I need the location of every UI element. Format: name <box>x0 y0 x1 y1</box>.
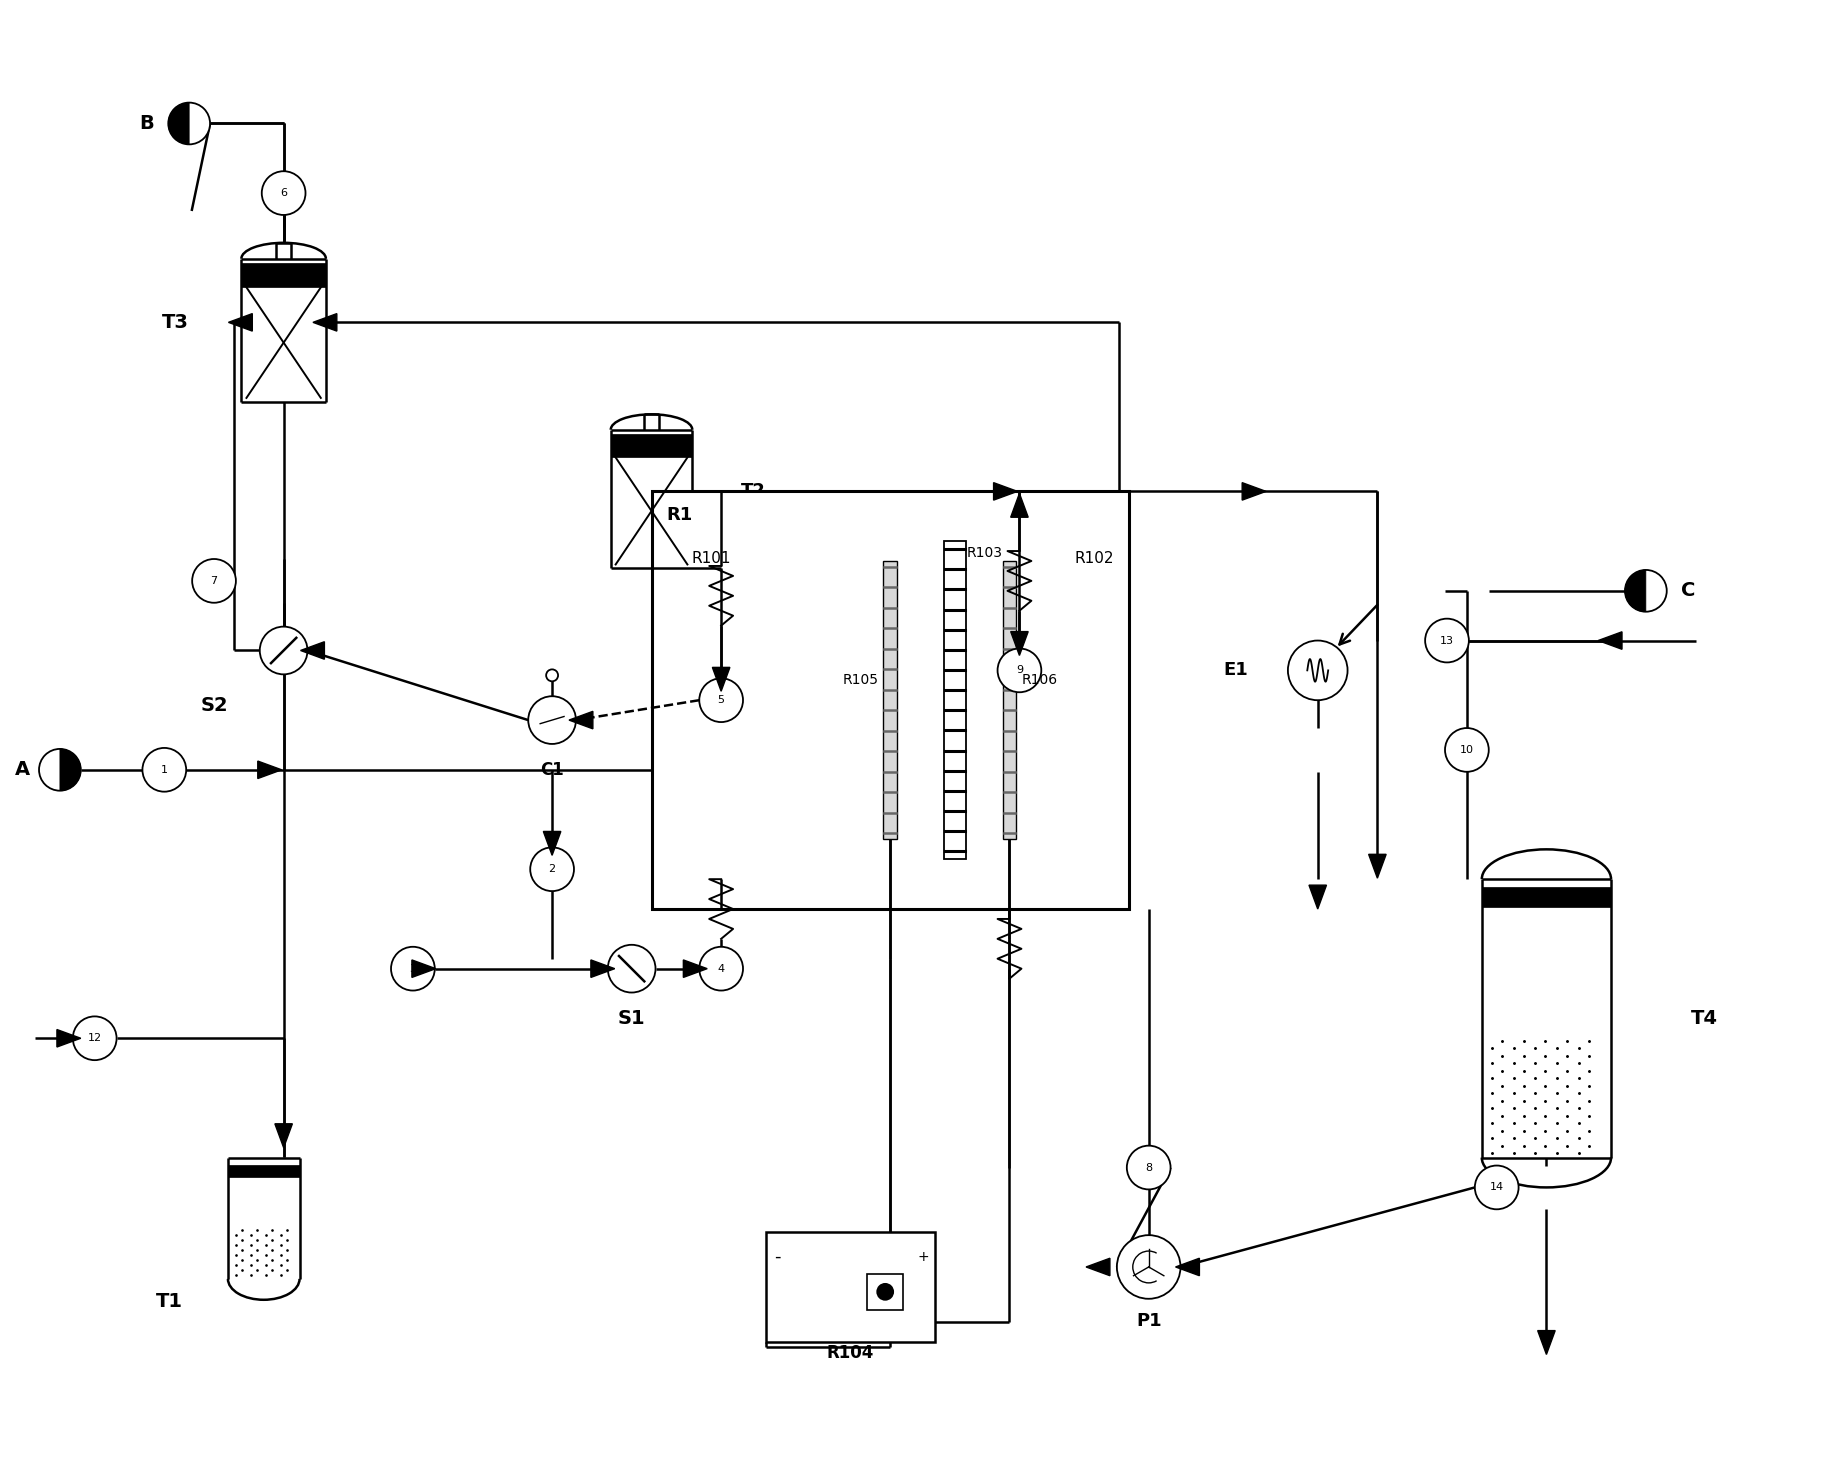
Circle shape <box>1475 1166 1519 1210</box>
Bar <box>241 263 326 287</box>
Text: C1: C1 <box>539 761 563 779</box>
Polygon shape <box>1598 632 1622 650</box>
Text: 5: 5 <box>718 695 725 706</box>
Polygon shape <box>313 313 337 331</box>
Text: R1: R1 <box>666 506 692 525</box>
Polygon shape <box>1011 632 1027 656</box>
Text: S2: S2 <box>201 695 228 714</box>
Circle shape <box>74 1016 116 1060</box>
Polygon shape <box>412 960 436 978</box>
Circle shape <box>1445 728 1489 772</box>
Polygon shape <box>543 832 562 856</box>
Bar <box>867 1274 904 1310</box>
Text: T4: T4 <box>1690 1008 1718 1028</box>
Text: R104: R104 <box>827 1344 874 1361</box>
Circle shape <box>700 678 744 722</box>
Bar <box>884 562 897 839</box>
Circle shape <box>1289 641 1348 700</box>
Text: 8: 8 <box>1145 1163 1152 1173</box>
Text: B: B <box>140 115 155 132</box>
Circle shape <box>260 626 307 675</box>
Polygon shape <box>1086 1258 1110 1276</box>
Text: -: - <box>775 1248 781 1266</box>
Text: S1: S1 <box>619 1008 646 1028</box>
Text: 4: 4 <box>718 964 725 973</box>
Text: R101: R101 <box>692 551 731 566</box>
Bar <box>944 541 967 860</box>
Text: 10: 10 <box>1460 745 1475 756</box>
Circle shape <box>390 947 434 991</box>
Circle shape <box>1626 570 1666 612</box>
Circle shape <box>1117 1235 1180 1299</box>
Wedge shape <box>61 748 81 791</box>
Circle shape <box>39 748 81 791</box>
Polygon shape <box>300 642 324 659</box>
Bar <box>228 1164 300 1177</box>
Polygon shape <box>1368 854 1386 878</box>
Polygon shape <box>1309 885 1327 908</box>
Circle shape <box>700 947 744 991</box>
Bar <box>652 491 1129 908</box>
Circle shape <box>878 1283 893 1299</box>
Text: 6: 6 <box>280 188 287 198</box>
Bar <box>766 1232 935 1342</box>
Circle shape <box>1127 1145 1171 1189</box>
Text: T3: T3 <box>162 313 190 332</box>
Text: 1: 1 <box>160 764 168 775</box>
Bar <box>1003 562 1016 839</box>
Polygon shape <box>1011 494 1027 517</box>
Text: 14: 14 <box>1489 1182 1504 1192</box>
Text: 9: 9 <box>1016 666 1024 675</box>
Text: +: + <box>917 1250 930 1264</box>
Circle shape <box>547 669 558 681</box>
Text: 2: 2 <box>549 864 556 875</box>
Polygon shape <box>683 960 707 978</box>
Circle shape <box>168 103 210 144</box>
Text: T2: T2 <box>742 482 766 500</box>
Text: R105: R105 <box>841 673 878 688</box>
Text: 3: 3 <box>409 964 416 973</box>
Circle shape <box>1425 619 1469 663</box>
Text: R103: R103 <box>967 545 1003 560</box>
Text: T1: T1 <box>156 1292 182 1311</box>
Wedge shape <box>168 103 190 144</box>
Circle shape <box>261 171 306 215</box>
Circle shape <box>998 648 1042 692</box>
Circle shape <box>191 559 236 603</box>
Polygon shape <box>228 313 252 331</box>
Wedge shape <box>1626 570 1646 612</box>
Polygon shape <box>994 482 1018 500</box>
Circle shape <box>528 697 576 744</box>
Polygon shape <box>1243 482 1267 500</box>
Polygon shape <box>569 711 593 729</box>
Circle shape <box>608 945 655 992</box>
Text: 7: 7 <box>210 576 217 587</box>
Polygon shape <box>1176 1258 1198 1276</box>
Bar <box>1482 886 1611 907</box>
Polygon shape <box>57 1029 81 1047</box>
Circle shape <box>142 748 186 792</box>
Text: 13: 13 <box>1440 635 1454 645</box>
Polygon shape <box>1537 1330 1556 1354</box>
Bar <box>611 434 692 457</box>
Circle shape <box>530 847 574 891</box>
Polygon shape <box>712 667 729 691</box>
Text: R102: R102 <box>1075 551 1114 566</box>
Polygon shape <box>274 1123 293 1148</box>
Text: R106: R106 <box>1022 673 1057 688</box>
Polygon shape <box>591 960 615 978</box>
Text: C: C <box>1681 581 1696 600</box>
Text: 12: 12 <box>88 1033 101 1044</box>
Text: E1: E1 <box>1224 662 1248 679</box>
Polygon shape <box>258 761 282 779</box>
Text: A: A <box>15 760 29 779</box>
Text: P1: P1 <box>1136 1311 1162 1330</box>
